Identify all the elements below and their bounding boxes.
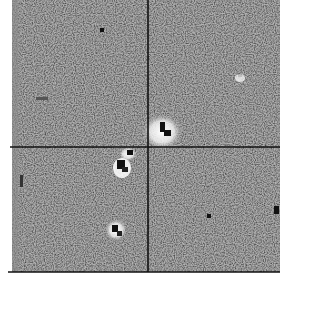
dark-speck <box>207 214 211 218</box>
dark-speck <box>117 231 122 236</box>
dark-speck <box>274 206 279 214</box>
left-edge-shade <box>12 0 18 272</box>
dark-speck <box>112 225 118 232</box>
dark-speck <box>164 130 171 136</box>
dark-speck <box>100 28 104 32</box>
scan-image <box>0 0 280 310</box>
dark-speck <box>127 150 133 155</box>
dark-speck <box>122 167 128 172</box>
dark-speck <box>36 97 48 100</box>
dark-speck <box>20 175 23 187</box>
bright-spot <box>235 74 245 82</box>
page: (() => { const data = JSON.parse(documen… <box>0 0 280 310</box>
